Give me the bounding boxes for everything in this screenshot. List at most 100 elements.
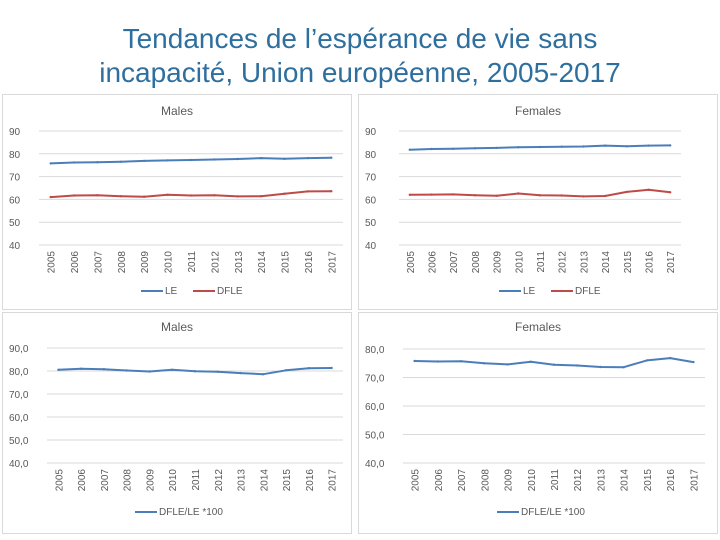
x-tick-label: 2015 (623, 251, 634, 274)
data-point (517, 146, 520, 149)
x-tick-label: 2005 (411, 469, 422, 492)
x-tick-label: 2017 (328, 469, 339, 492)
x-tick-label: 2010 (168, 469, 179, 492)
data-point (599, 365, 602, 369)
x-tick-label: 2013 (237, 469, 248, 492)
y-tick-label: 50,0 (9, 436, 29, 447)
data-point (193, 370, 197, 373)
x-tick-label: 2007 (449, 251, 460, 274)
x-tick-label: 2012 (558, 251, 569, 274)
x-tick-label: 2009 (140, 251, 151, 274)
y-tick-label: 50,0 (365, 431, 385, 442)
y-tick-label: 40,0 (365, 459, 385, 470)
slide-title-line-1: Tendances de l’espérance de vie sans (122, 23, 598, 54)
x-tick-label: 2005 (406, 251, 417, 274)
data-point (506, 363, 509, 366)
chart-panel-females-ratio: Females 80,0 70,0 60,0 50,0 40,0 2005 2006 2007 2… (358, 312, 718, 534)
x-tick-label: 2014 (620, 469, 631, 492)
y-tick-label: 60 (365, 195, 377, 206)
data-point (260, 195, 263, 198)
x-tick-label: 2014 (257, 251, 268, 274)
chart-title: Males (161, 320, 193, 334)
y-tick-label: 80 (9, 150, 21, 161)
data-point (473, 194, 477, 197)
x-tick-label: 2009 (493, 251, 504, 274)
chart-males-ratio: Males 90,0 80,0 70,0 60,0 50,0 40,0 2005 2006 200… (9, 320, 343, 518)
data-point (72, 161, 76, 164)
x-tick-label: 2008 (123, 469, 134, 492)
data-point (306, 156, 310, 160)
data-point (647, 188, 650, 191)
data-point (96, 161, 99, 164)
x-tick-label: 2008 (117, 251, 128, 274)
x-tick-label: 2016 (305, 469, 316, 492)
data-point (645, 359, 649, 362)
x-tick-label: 2006 (434, 469, 445, 492)
data-point (171, 368, 174, 371)
data-point (102, 368, 106, 371)
data-point (669, 356, 672, 360)
data-point (306, 190, 310, 193)
data-point (239, 371, 242, 375)
data-point (436, 360, 439, 363)
x-tick-label: 2008 (471, 251, 482, 274)
data-point (582, 145, 585, 148)
data-point (538, 194, 542, 197)
data-point (517, 192, 520, 195)
y-tick-label: 50 (9, 218, 21, 229)
data-point (452, 147, 455, 150)
data-point (622, 366, 625, 369)
x-tick-label: 2006 (428, 251, 439, 274)
y-tick-label: 80,0 (9, 367, 29, 378)
x-tick-label: 2006 (77, 469, 88, 492)
data-point (495, 194, 498, 197)
y-tick-label: 70 (9, 173, 21, 184)
y-tick-label: 40,0 (9, 459, 29, 470)
x-tick-label: 2010 (527, 469, 538, 492)
x-tick-label: 2017 (327, 251, 338, 274)
data-point (430, 147, 433, 151)
data-point (576, 364, 579, 367)
data-point (669, 191, 672, 194)
x-tick-label: 2016 (304, 251, 315, 274)
legend-label: LE (165, 286, 178, 297)
y-tick-label: 90,0 (9, 344, 29, 355)
data-point (216, 370, 219, 373)
legend-label: DFLE/LE *100 (159, 507, 223, 518)
data-point (560, 194, 563, 197)
x-tick-label: 2007 (100, 469, 111, 492)
chart-males-le-dfle: Males 90 80 70 60 50 40 2005 2006 2007 2008 2009 201… (9, 104, 343, 297)
chart-panel-males-le-dfle: Males 90 80 70 60 50 40 2005 2006 2007 2008 2009 201… (2, 94, 352, 310)
chart-panel-males-ratio: Males 90,0 80,0 70,0 60,0 50,0 40,0 2005 2006 200… (2, 312, 352, 534)
legend-label: DFLE (575, 286, 601, 297)
data-point (529, 360, 532, 363)
data-point (483, 362, 486, 365)
x-tick-label: 2013 (579, 251, 590, 274)
x-tick-label: 2014 (601, 251, 612, 274)
data-point (330, 156, 333, 159)
data-point (284, 369, 288, 372)
data-point (625, 145, 628, 148)
y-tick-label: 90 (365, 127, 377, 138)
data-point (459, 360, 463, 363)
data-point (213, 158, 216, 161)
x-tick-label: 2011 (187, 251, 198, 273)
data-point (283, 157, 286, 160)
x-tick-label: 2014 (259, 469, 270, 492)
data-point (408, 193, 411, 196)
data-point (669, 144, 672, 147)
y-tick-label: 70,0 (9, 390, 29, 401)
data-point (692, 360, 695, 364)
data-point (625, 190, 628, 194)
legend-label: LE (523, 286, 536, 297)
data-point (603, 194, 607, 198)
x-tick-label: 2008 (480, 469, 491, 492)
slide-title: Tendances de l’espérance de vie sans inc… (0, 22, 720, 90)
x-tick-label: 2009 (504, 469, 515, 492)
data-point (452, 193, 455, 196)
slide-title-line-2: incapacité, Union européenne, 2005-2017 (99, 57, 621, 88)
data-point (430, 193, 433, 196)
data-point (283, 192, 286, 195)
x-tick-label: 2013 (596, 469, 607, 492)
data-point (413, 359, 416, 363)
